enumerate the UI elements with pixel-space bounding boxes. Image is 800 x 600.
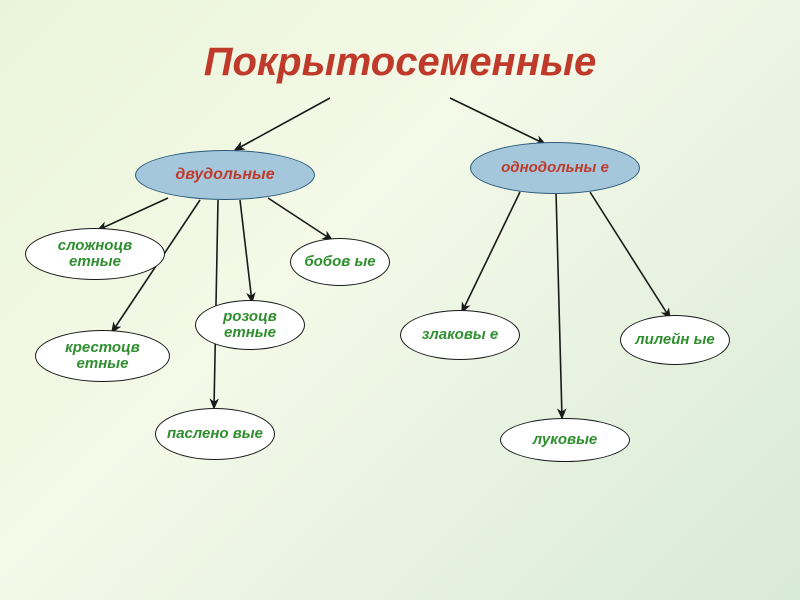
node-lukov: луковые (500, 418, 630, 462)
node-bobov: бобов ые (290, 238, 390, 286)
arrows-layer (0, 0, 800, 600)
node-rozots: розоцв етные (195, 300, 305, 350)
node-dicot: двудольные (135, 150, 315, 200)
page-title: Покрытосеменные (0, 40, 800, 85)
arrow-0 (235, 98, 330, 150)
arrow-3 (268, 198, 332, 240)
arrow-1 (450, 98, 545, 144)
node-monocot: однодольны е (470, 142, 640, 194)
node-lilei: лилейн ые (620, 315, 730, 365)
arrow-9 (556, 192, 562, 418)
arrow-4 (240, 200, 252, 302)
node-slozh: сложноцв етные (25, 228, 165, 280)
node-kresto: крестоцв етные (35, 330, 170, 382)
arrow-8 (590, 192, 670, 318)
node-paslen: паслено вые (155, 408, 275, 460)
node-zlak: злаковы е (400, 310, 520, 360)
arrow-2 (98, 198, 168, 230)
arrow-7 (462, 192, 520, 312)
